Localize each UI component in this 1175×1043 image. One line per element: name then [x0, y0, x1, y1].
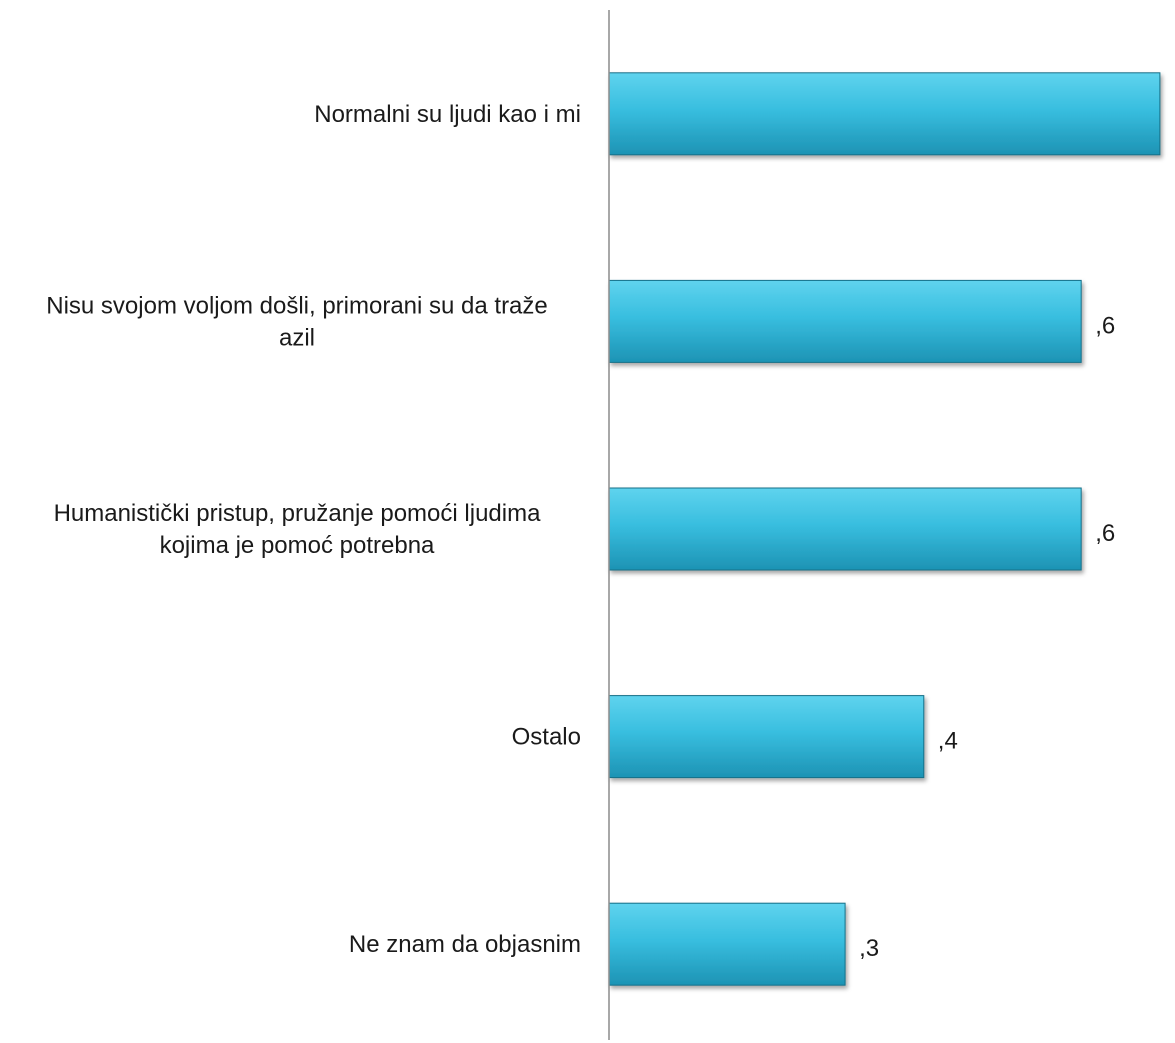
bar-3	[608, 487, 1082, 571]
labels-layer: ,7 Normalni su ljudi kao i mi ,6 Nisu svojo…	[46, 101, 1175, 962]
bar-4	[608, 695, 925, 779]
value-label-2: ,6	[1095, 312, 1115, 339]
category-label-2: Nisu svojom voljom došli, primorani su d…	[46, 292, 548, 351]
value-label-5: ,3	[859, 935, 879, 962]
bar-5	[608, 902, 846, 986]
category-label-5: Ne znam da objasnim	[349, 931, 581, 958]
bar-1	[608, 72, 1161, 156]
value-label-1: ,7	[1174, 105, 1175, 132]
value-label-3: ,6	[1095, 520, 1115, 547]
category-label-1: Normalni su ljudi kao i mi	[314, 101, 581, 128]
value-label-4: ,4	[938, 728, 958, 755]
category-label-4: Ostalo	[512, 724, 581, 751]
bars-layer	[608, 72, 1161, 986]
bar-2	[608, 279, 1082, 363]
category-label-3: Humanistički pristup, pružanje pomoći lj…	[54, 500, 542, 559]
